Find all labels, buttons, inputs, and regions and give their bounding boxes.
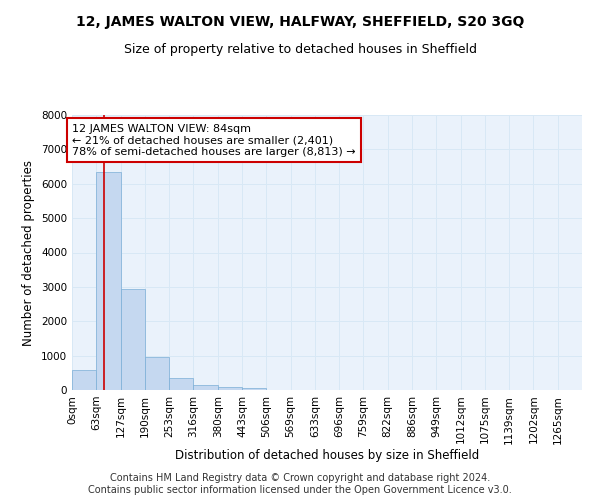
- Text: Size of property relative to detached houses in Sheffield: Size of property relative to detached ho…: [124, 42, 476, 56]
- Bar: [72, 370, 96, 390]
- Bar: [218, 387, 242, 390]
- Text: 12, JAMES WALTON VIEW, HALFWAY, SHEFFIELD, S20 3GQ: 12, JAMES WALTON VIEW, HALFWAY, SHEFFIEL…: [76, 15, 524, 29]
- Bar: [121, 288, 145, 390]
- Bar: [193, 385, 218, 390]
- X-axis label: Distribution of detached houses by size in Sheffield: Distribution of detached houses by size …: [175, 449, 479, 462]
- Bar: [242, 388, 266, 390]
- Y-axis label: Number of detached properties: Number of detached properties: [22, 160, 35, 346]
- Bar: [145, 358, 169, 390]
- Bar: [96, 172, 121, 390]
- Text: 12 JAMES WALTON VIEW: 84sqm
← 21% of detached houses are smaller (2,401)
78% of : 12 JAMES WALTON VIEW: 84sqm ← 21% of det…: [72, 124, 356, 157]
- Text: Contains HM Land Registry data © Crown copyright and database right 2024.
Contai: Contains HM Land Registry data © Crown c…: [88, 474, 512, 495]
- Bar: [169, 378, 193, 390]
